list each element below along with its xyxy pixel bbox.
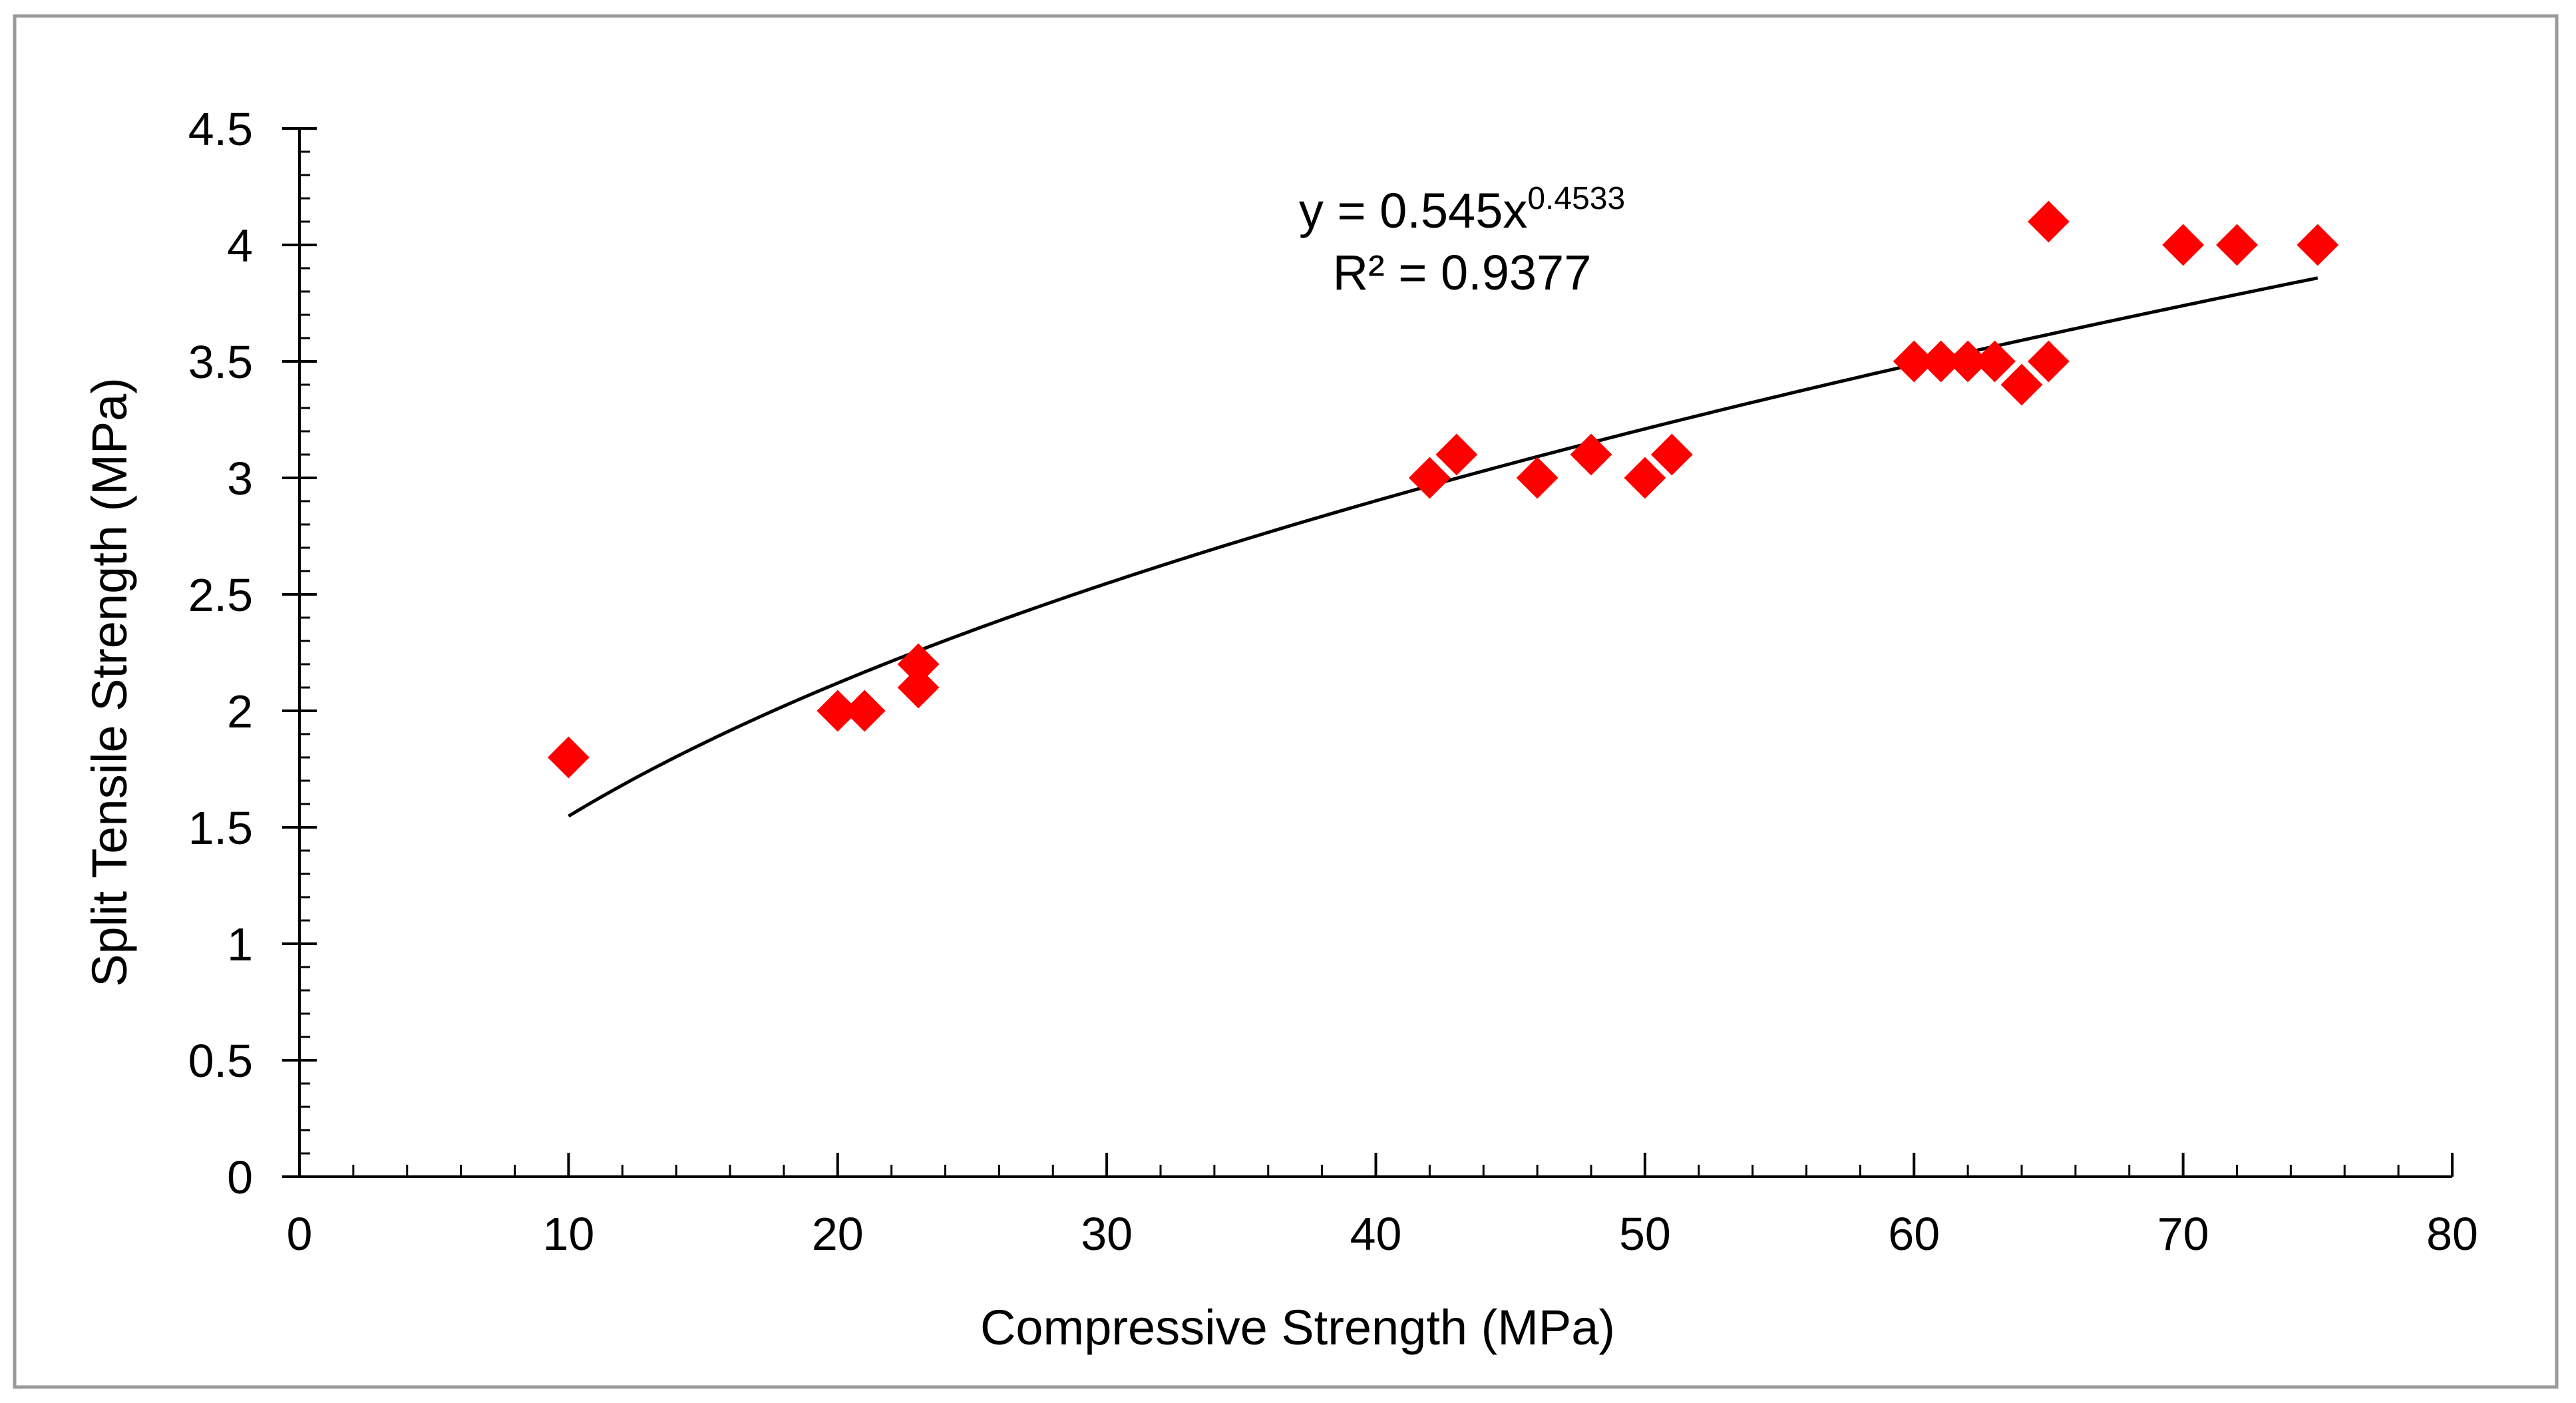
y-tick-label: 1.5 xyxy=(188,802,253,854)
data-point-diamond xyxy=(2028,200,2070,243)
y-tick-label: 3 xyxy=(227,453,253,504)
data-point-diamond xyxy=(2297,224,2339,266)
y-tick-label: 2.5 xyxy=(188,569,253,621)
x-axis-title: Compressive Strength (MPa) xyxy=(980,1300,1615,1355)
trendline-equation-line1: y = 0.545x0.4533 xyxy=(1299,181,1625,238)
y-tick-label: 3.5 xyxy=(188,336,253,388)
x-tick-label: 20 xyxy=(812,1208,864,1260)
data-point-diamond xyxy=(1435,433,1478,476)
data-point-diamond xyxy=(2162,224,2205,266)
data-point-diamond xyxy=(1570,433,1612,476)
y-tick-label: 2 xyxy=(227,686,253,737)
x-tick-label: 40 xyxy=(1350,1208,1402,1260)
data-point-diamond xyxy=(2028,340,2070,383)
y-tick-label: 0 xyxy=(227,1151,253,1203)
y-tick-label: 4.5 xyxy=(188,103,253,155)
y-tick-label: 1 xyxy=(227,918,253,970)
x-tick-label: 10 xyxy=(542,1208,594,1260)
trendline-equation: y = 0.545x0.4533 R² = 0.9377 xyxy=(1299,181,1625,300)
data-point-diamond xyxy=(547,736,590,779)
data-point-diamond xyxy=(843,690,886,732)
data-point-diamond xyxy=(2000,363,2043,406)
x-tick-label: 60 xyxy=(1888,1208,1940,1260)
equation-prefix: y = 0.545x xyxy=(1299,183,1528,238)
data-point-diamond xyxy=(1516,457,1559,499)
axes: 0 10 20 30 40 50 60 70 80 0 0.5 1 1.5 2 2.5 3 3.5 4 4.5 xyxy=(188,103,2478,1260)
x-tick-label: 30 xyxy=(1081,1208,1133,1260)
y-tick-label: 4 xyxy=(227,220,253,272)
x-tick-label: 70 xyxy=(2157,1208,2209,1260)
chart-border xyxy=(13,14,2559,1389)
data-point-diamond xyxy=(1624,457,1666,499)
x-tick-label: 50 xyxy=(1619,1208,1671,1260)
data-points xyxy=(547,200,2339,779)
data-point-diamond xyxy=(2216,224,2258,266)
data-point-diamond xyxy=(1650,433,1693,476)
data-point-diamond xyxy=(1408,457,1451,499)
data-point-diamond xyxy=(897,666,940,709)
equation-exponent: 0.4533 xyxy=(1527,181,1625,216)
y-axis-title: Split Tensile Strength (MPa) xyxy=(82,377,137,987)
y-tick-label: 0.5 xyxy=(188,1035,253,1087)
x-tick-label: 80 xyxy=(2426,1208,2478,1260)
x-tick-label: 0 xyxy=(287,1208,313,1260)
data-point-diamond xyxy=(1974,340,2016,383)
r-squared-label: R² = 0.9377 xyxy=(1333,245,1592,300)
